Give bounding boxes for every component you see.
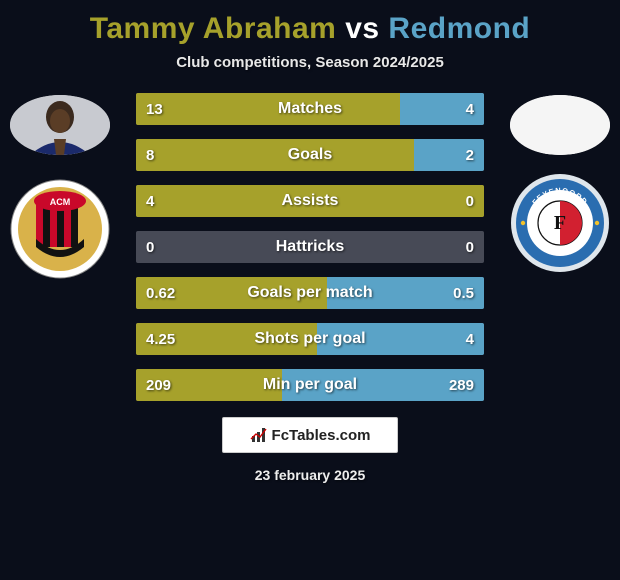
footer-date: 23 february 2025 — [0, 467, 620, 483]
stat-bar-left — [136, 323, 317, 355]
stat-bar-left — [136, 93, 400, 125]
page-title: Tammy Abraham vs Redmond — [90, 12, 530, 46]
stat-bar-left — [136, 185, 484, 217]
stat-bar-right — [282, 369, 484, 401]
svg-text:F: F — [554, 212, 566, 234]
subtitle: Club competitions, Season 2024/2025 — [176, 54, 444, 71]
player1-club-badge: ACM — [10, 179, 110, 279]
chart-icon — [250, 426, 268, 444]
stat-row: Min per goal209289 — [136, 369, 484, 401]
stat-bar-left — [136, 369, 282, 401]
content-area: ACM FEYENOOR — [0, 89, 620, 580]
title-player2: Redmond — [388, 12, 530, 45]
stat-bar-right — [317, 323, 484, 355]
svg-text:ACM: ACM — [50, 197, 71, 207]
stat-row: Assists40 — [136, 185, 484, 217]
stat-bar-left — [136, 277, 327, 309]
stat-row: Shots per goal4.254 — [136, 323, 484, 355]
stat-bar-left — [136, 139, 414, 171]
stat-row: Goals82 — [136, 139, 484, 171]
title-player1: Tammy Abraham — [90, 12, 337, 45]
stat-bar-right — [414, 139, 484, 171]
stat-row: Hattricks0 0 — [136, 231, 484, 263]
stat-value-left: 0 — [136, 231, 164, 263]
stat-bar-right — [400, 93, 484, 125]
stat-row: Matches134 — [136, 93, 484, 125]
player2-club-badge: FEYENOORD ROTTERDAM F — [510, 173, 610, 273]
footer-brand-badge: FcTables.com — [222, 417, 398, 453]
stat-value-right: 0 — [456, 231, 484, 263]
stat-bar-right — [327, 277, 484, 309]
left-column: ACM — [0, 89, 120, 279]
stats-bars: Matches134 Goals82 Assists40 Hattricks0 0 Goa… — [136, 89, 484, 401]
stat-label: Hattricks — [136, 231, 484, 263]
footer-brand-text: FcTables.com — [272, 427, 371, 444]
player2-avatar — [510, 95, 610, 155]
title-vs: vs — [345, 12, 379, 45]
player1-avatar — [10, 95, 110, 155]
right-column: FEYENOORD ROTTERDAM F — [500, 89, 620, 273]
stat-row: Goals per match0.620.5 — [136, 277, 484, 309]
comparison-card: Tammy Abraham vs Redmond Club competitio… — [0, 0, 620, 580]
